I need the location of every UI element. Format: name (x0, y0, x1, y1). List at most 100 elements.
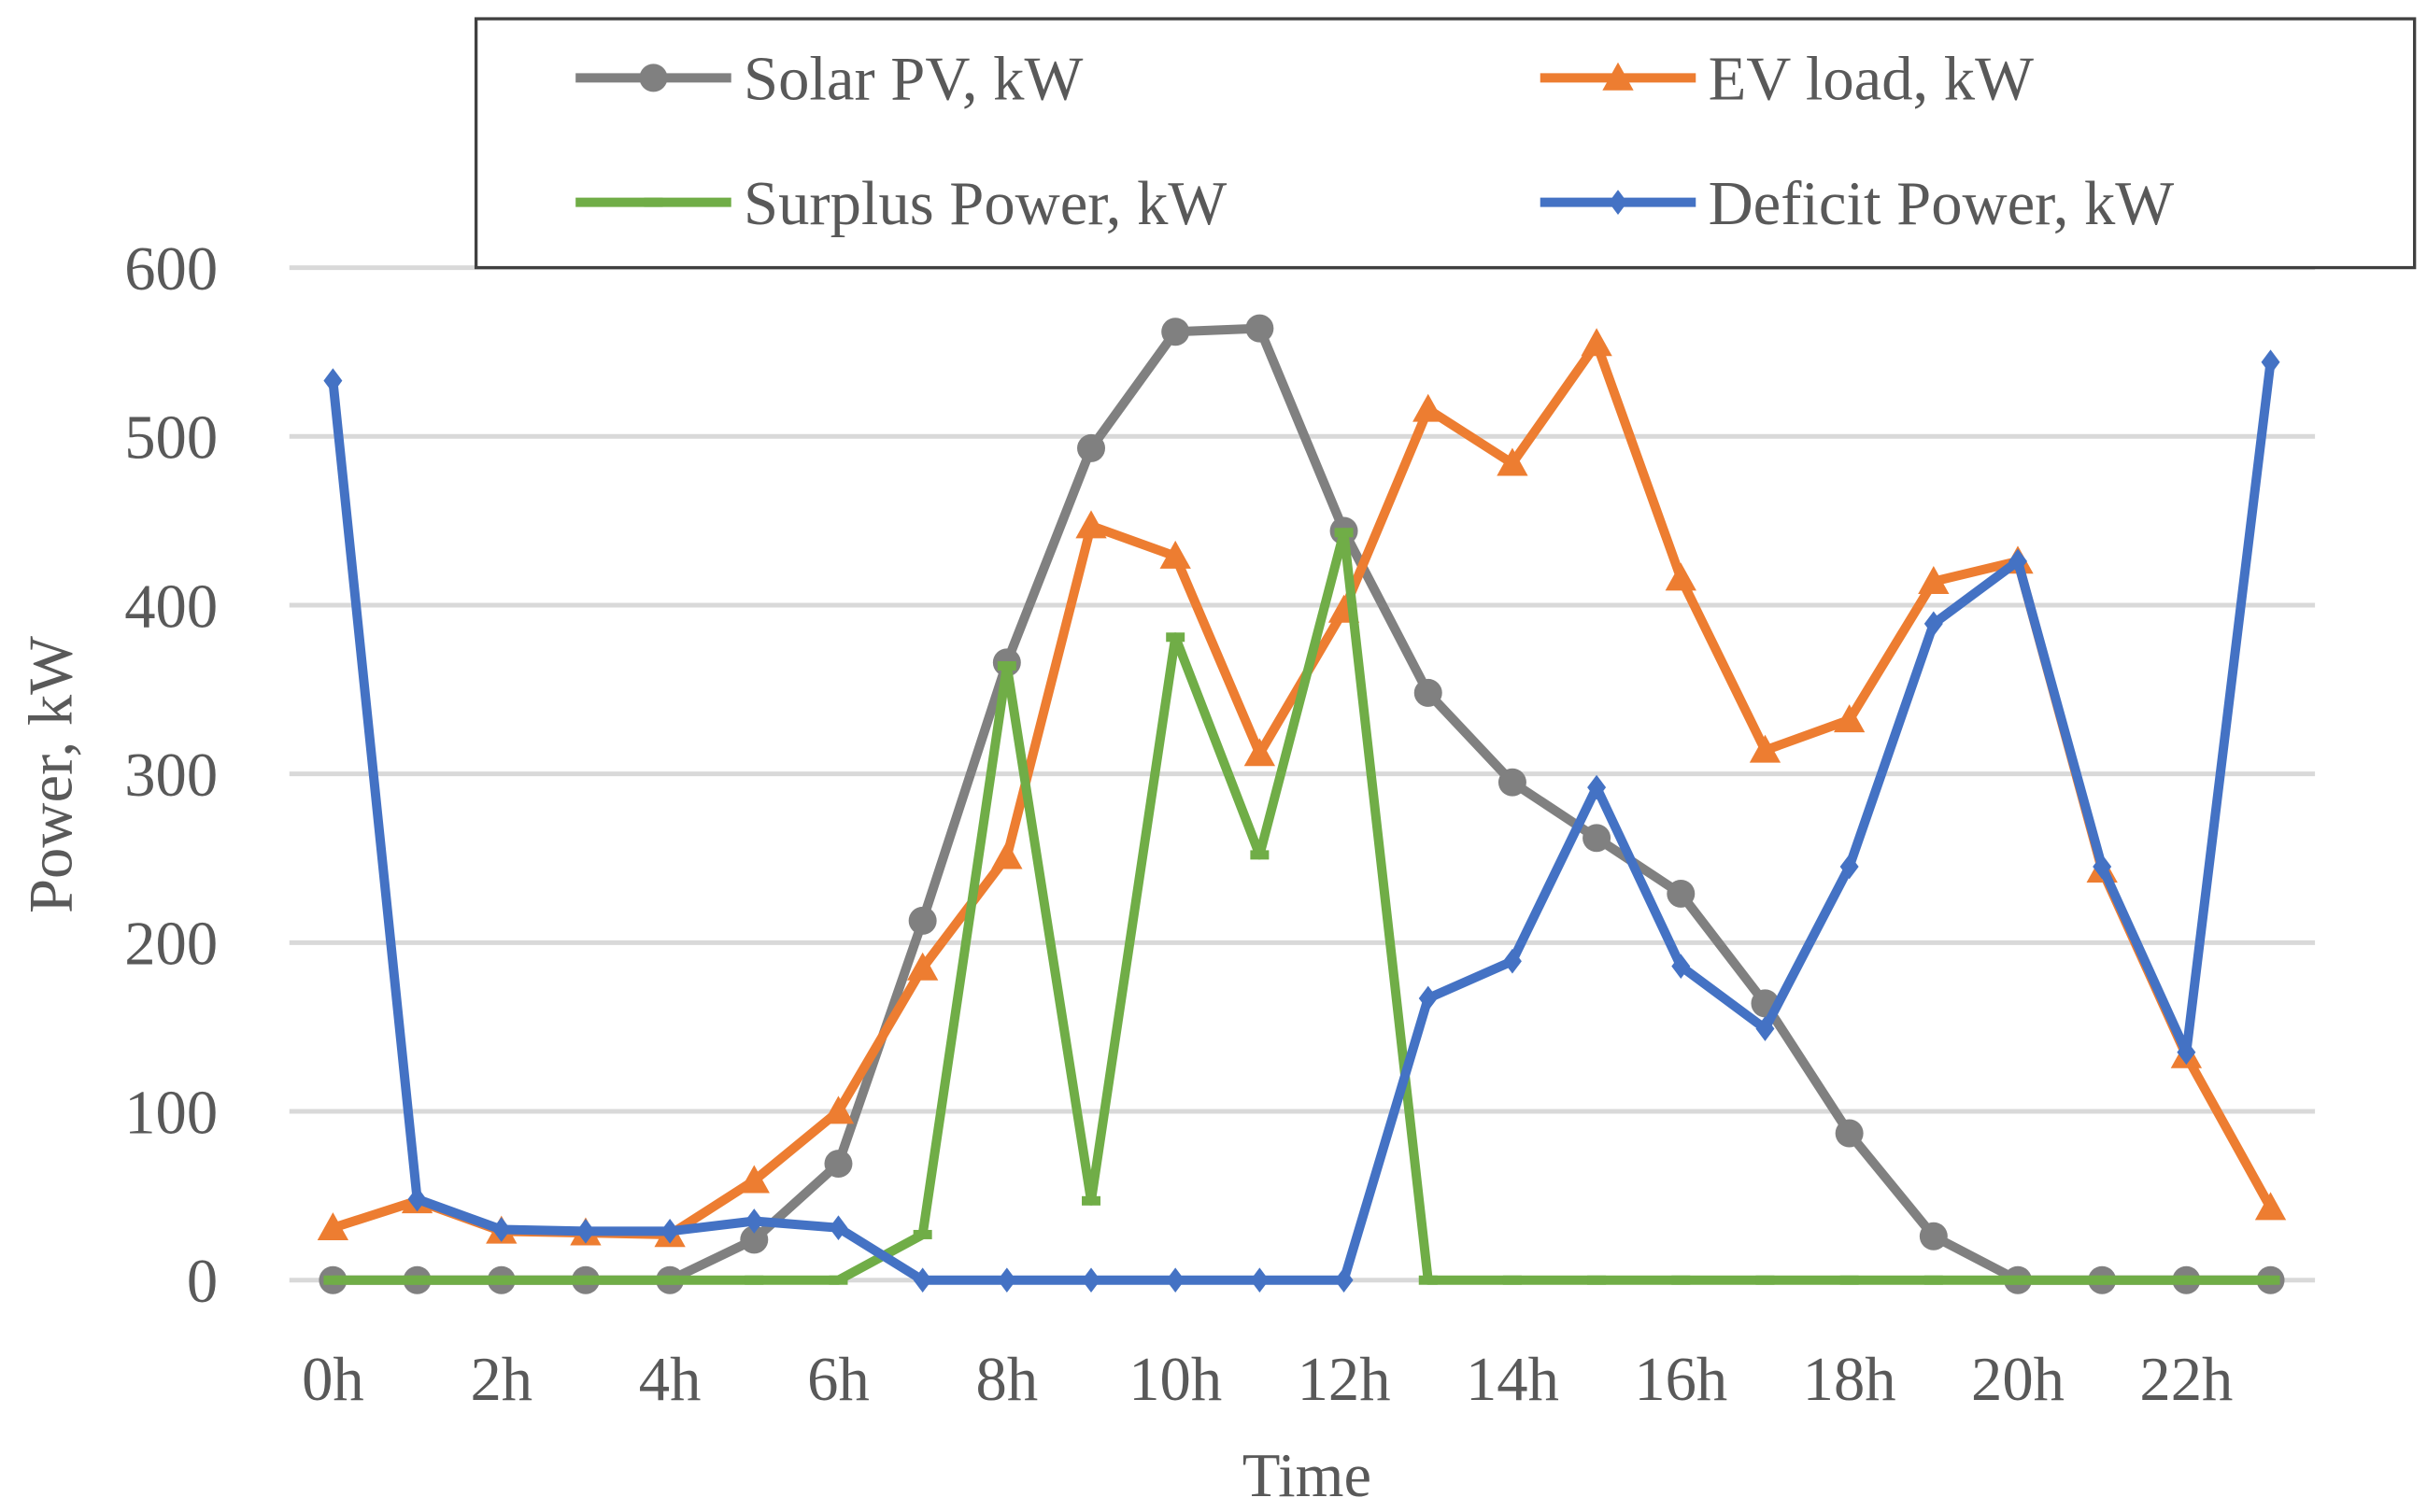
data-point (2254, 1192, 2287, 1221)
y-tick-label: 300 (124, 742, 218, 810)
x-tick-label: 2h (470, 1346, 532, 1414)
data-point (1497, 447, 1528, 476)
data-point (2008, 1275, 2027, 1285)
data-point (1839, 854, 1859, 880)
legend-item: EV load, kW (1540, 46, 2034, 114)
legend-label: Solar PV, kW (744, 46, 1083, 114)
legend-item: Surplus Power, kW (575, 170, 1227, 238)
legend: Solar PV, kW EV load, kW Surplus Power, kW… (575, 46, 2174, 238)
data-point (317, 1212, 349, 1241)
x-tick-label: 16h (1634, 1346, 1727, 1414)
data-point (1250, 850, 1270, 860)
legend-item: Solar PV, kW (575, 46, 1083, 114)
data-point (1583, 824, 1611, 853)
data-point (2177, 1275, 2196, 1285)
y-tick-label: 400 (124, 572, 218, 641)
data-point (1159, 540, 1191, 569)
y-tick-labels: 0 100 200 300 400 500 600 (124, 235, 218, 1316)
data-point (1839, 1275, 1859, 1285)
y-axis-label: Power, kW (18, 636, 86, 913)
series-deficit-power (323, 349, 2280, 1293)
data-point (1497, 768, 1526, 797)
data-point (1082, 1267, 1101, 1293)
data-point (1413, 678, 1442, 707)
series-line (333, 528, 2271, 1285)
data-point (1671, 1275, 1691, 1285)
data-point (913, 1229, 932, 1239)
data-point (1919, 1222, 1948, 1251)
x-axis-label: Time (1242, 1442, 1371, 1510)
data-point (991, 841, 1023, 869)
data-point (1833, 704, 1866, 733)
x-tick-label: 22h (2139, 1346, 2233, 1414)
y-tick-label: 100 (124, 1079, 218, 1147)
data-point (575, 1275, 595, 1285)
legend-label: EV load, kW (1709, 46, 2035, 114)
data-point (1075, 510, 1107, 539)
data-point (908, 906, 937, 935)
x-tick-label: 8h (976, 1346, 1039, 1414)
data-point (1082, 1195, 1101, 1206)
x-tick-label: 4h (639, 1346, 702, 1414)
data-point (1077, 433, 1106, 462)
x-tick-label: 6h (807, 1346, 870, 1414)
data-point (745, 1275, 764, 1285)
legend-label: Surplus Power, kW (744, 170, 1227, 238)
data-point (1245, 314, 1274, 343)
series-line (328, 361, 2276, 1285)
data-point (1923, 1275, 1943, 1285)
data-point (1835, 1119, 1864, 1148)
y-tick-label: 600 (124, 235, 218, 304)
data-point (2177, 1039, 2196, 1066)
data-point (639, 64, 668, 92)
data-point (1749, 734, 1781, 763)
data-point (1609, 190, 1627, 215)
data-point (1755, 1275, 1775, 1285)
data-point (1161, 318, 1190, 346)
data-point (323, 368, 343, 393)
legend-item: Deficit Power, kW (1540, 170, 2175, 238)
data-point (407, 1186, 427, 1212)
data-point (1250, 1267, 1270, 1293)
data-point (907, 952, 939, 981)
data-point (644, 197, 663, 207)
x-tick-label: 10h (1128, 1346, 1222, 1414)
data-point (1166, 1267, 1185, 1293)
data-point (997, 1267, 1016, 1293)
series-line (331, 338, 2275, 1239)
y-tick-label: 0 (187, 1248, 218, 1316)
data-point (1918, 566, 1950, 594)
legend-label: Deficit Power, kW (1709, 170, 2175, 238)
data-point (829, 1275, 848, 1285)
x-tick-label: 14h (1466, 1346, 1559, 1414)
series-solar-pv (319, 314, 2285, 1294)
data-point (1334, 528, 1354, 538)
series-group (317, 314, 2287, 1294)
data-point (738, 1165, 770, 1194)
data-point (2093, 854, 2112, 880)
data-point (1412, 393, 1444, 422)
x-tick-label: 12h (1298, 1346, 1391, 1414)
data-point (1166, 632, 1185, 643)
series-line (333, 323, 2271, 1285)
data-point (491, 1275, 511, 1285)
data-point (740, 1225, 769, 1254)
data-point (2261, 1275, 2280, 1285)
data-point (407, 1275, 427, 1285)
x-tick-label: 0h (302, 1346, 364, 1414)
data-point (997, 661, 1016, 671)
data-point (2261, 349, 2280, 375)
y-tick-label: 500 (124, 404, 218, 473)
data-point (1602, 62, 1634, 91)
data-point (1502, 1275, 1522, 1285)
data-point (824, 1150, 853, 1179)
data-point (660, 1275, 680, 1285)
data-point (1243, 738, 1276, 767)
data-point (1587, 1275, 1607, 1285)
data-point (1665, 562, 1696, 591)
data-point (822, 1095, 855, 1124)
x-tick-label: 18h (1803, 1346, 1896, 1414)
legend-box (474, 17, 2417, 270)
data-point (1418, 1275, 1438, 1285)
